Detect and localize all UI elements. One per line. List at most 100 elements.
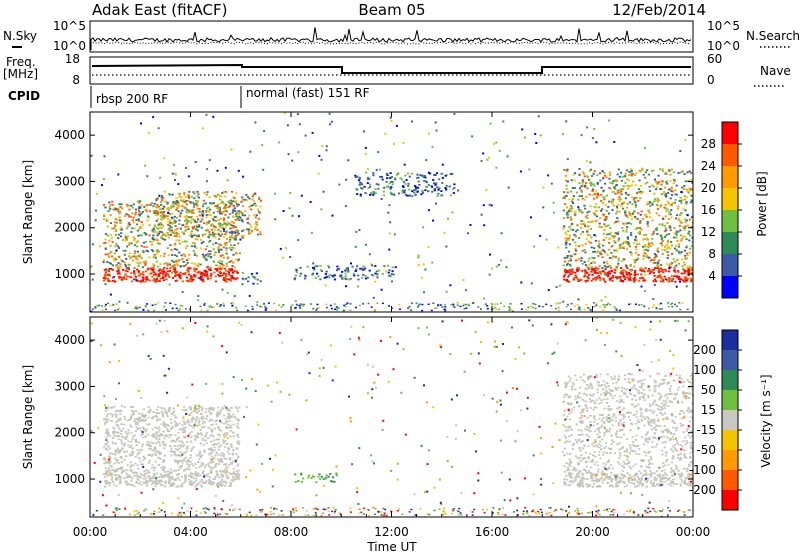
data-cell (593, 261, 596, 264)
data-cell (577, 208, 581, 211)
data-cell (681, 474, 684, 477)
data-cell (91, 278, 94, 281)
data-cell (176, 279, 179, 282)
data-cell (206, 265, 209, 268)
data-cell (213, 456, 216, 459)
data-cell (459, 305, 462, 308)
data-cell (132, 464, 135, 467)
data-cell (134, 213, 137, 216)
data-cell (221, 288, 224, 291)
data-cell (152, 211, 155, 213)
data-cell (416, 191, 419, 193)
data-cell (670, 244, 673, 247)
data-cell (665, 477, 668, 479)
data-cell (669, 180, 672, 182)
data-cell (596, 277, 599, 280)
data-cell (233, 472, 236, 475)
data-cell (403, 191, 406, 194)
data-cell (142, 408, 145, 411)
data-cell (411, 195, 414, 198)
data-cell (671, 280, 674, 282)
data-cell (154, 454, 157, 457)
data-cell (216, 472, 219, 475)
data-cell (644, 273, 647, 276)
data-cell (230, 199, 233, 202)
data-cell (581, 190, 583, 193)
data-cell (453, 306, 456, 308)
data-cell (427, 132, 430, 135)
data-cell (599, 306, 602, 308)
data-cell (634, 271, 637, 274)
data-cell (177, 274, 181, 277)
data-cell (666, 208, 669, 211)
data-cell (151, 238, 154, 240)
data-cell (387, 186, 390, 189)
data-cell (654, 255, 657, 258)
data-cell (201, 454, 204, 457)
data-cell (244, 198, 247, 201)
data-cell (212, 202, 215, 204)
data-cell (124, 273, 127, 276)
data-cell (564, 169, 567, 172)
data-cell (154, 485, 157, 488)
data-cell (208, 453, 211, 456)
data-cell (172, 202, 175, 205)
data-cell (376, 302, 379, 304)
data-cell (665, 234, 668, 237)
data-cell (606, 262, 609, 265)
data-cell (411, 120, 414, 123)
data-cell (181, 199, 184, 202)
data-cell (198, 224, 201, 227)
data-cell (127, 255, 131, 258)
data-cell (582, 220, 585, 223)
data-cell (157, 127, 160, 130)
data-cell (569, 483, 572, 486)
data-cell (210, 480, 214, 483)
data-cell (219, 244, 222, 246)
data-cell (207, 437, 210, 439)
data-cell (338, 183, 341, 186)
data-cell (604, 266, 607, 268)
data-cell (150, 202, 154, 205)
data-cell (566, 256, 569, 259)
data-cell (118, 216, 121, 219)
data-cell (183, 265, 186, 267)
data-cell (201, 409, 204, 412)
data-cell (152, 480, 155, 483)
data-cell (202, 203, 205, 205)
data-cell (572, 278, 575, 281)
data-cell (179, 465, 182, 468)
data-cell (584, 207, 587, 210)
data-cell (130, 484, 133, 486)
data-cell (313, 268, 316, 271)
data-cell (639, 220, 642, 223)
data-cell (205, 258, 208, 261)
data-cell (217, 433, 220, 436)
data-cell (235, 453, 238, 455)
data-cell (577, 259, 580, 261)
data-cell (589, 228, 592, 230)
data-cell (172, 266, 175, 269)
data-cell (104, 206, 107, 209)
data-cell (121, 260, 124, 263)
data-cell (566, 271, 569, 274)
data-cell (181, 280, 184, 283)
data-cell (368, 253, 371, 256)
data-cell (691, 182, 693, 184)
data-cell (566, 211, 569, 214)
data-cell (115, 431, 118, 434)
data-cell (325, 145, 328, 148)
data-cell (684, 269, 688, 272)
data-cell (645, 215, 648, 218)
data-cell (629, 476, 632, 479)
data-cell (592, 302, 595, 304)
data-cell (480, 213, 483, 216)
data-cell (237, 427, 240, 429)
data-cell (183, 429, 186, 432)
freq-label: Freq. (6, 55, 36, 69)
data-cell (685, 188, 688, 191)
data-cell (608, 270, 611, 273)
data-cell (381, 273, 384, 275)
data-cell (354, 174, 357, 177)
data-cell (437, 304, 440, 307)
